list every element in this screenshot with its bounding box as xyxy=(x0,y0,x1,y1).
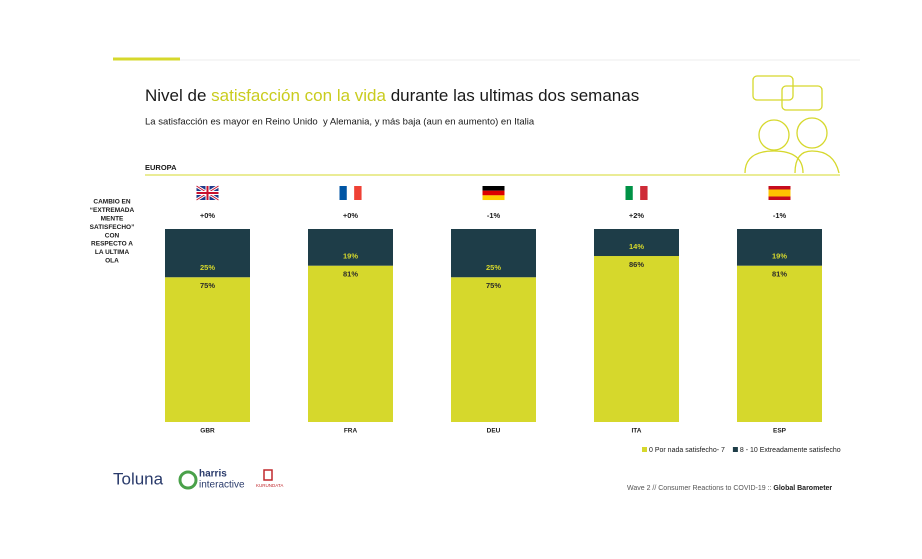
flag xyxy=(625,186,648,200)
bar-segment xyxy=(451,277,536,422)
legend-label: 8 - 10 Extreadamente satisfecho xyxy=(740,447,841,454)
change-label: CON xyxy=(105,232,120,239)
flag xyxy=(195,184,220,202)
bar-segment xyxy=(308,229,393,266)
title-part: durante las ultimas dos semanas xyxy=(386,86,639,105)
flag xyxy=(482,190,505,196)
value-label: 19% xyxy=(772,252,787,261)
value-label: 75% xyxy=(200,281,215,290)
bar-segment xyxy=(594,256,679,422)
title-part: Nivel de xyxy=(145,86,211,105)
flag xyxy=(339,186,347,200)
change-label: “EXTREMADA xyxy=(90,207,135,214)
value-label: 81% xyxy=(772,270,787,279)
region-label: EUROPA xyxy=(145,163,177,172)
value-label: 25% xyxy=(200,263,215,272)
change-value: -1% xyxy=(487,211,501,220)
bar-segment xyxy=(451,229,536,278)
chart-title: Nivel de satisfacción con la vida durant… xyxy=(145,86,639,105)
change-value: +0% xyxy=(200,211,216,220)
footer-text: Wave 2 // Consumer Reactions to COVID-19… xyxy=(627,485,773,492)
value-label: 14% xyxy=(629,242,644,251)
flag xyxy=(482,186,505,201)
x-tick-label: ESP xyxy=(773,428,787,435)
flag xyxy=(346,186,355,200)
logo: harris xyxy=(199,469,227,480)
flag xyxy=(625,186,633,200)
bar-segment xyxy=(308,265,393,422)
bar-segment xyxy=(594,229,679,257)
change-label: SATISFECHO” xyxy=(90,224,135,231)
title-highlight: satisfacción con la vida xyxy=(211,86,386,105)
flag xyxy=(640,186,648,200)
change-value: +0% xyxy=(343,211,359,220)
footer-bold: Global Barometer xyxy=(773,485,832,492)
change-label: OLA xyxy=(105,258,119,265)
flag xyxy=(339,186,362,200)
logo: interactive xyxy=(199,480,245,491)
flag xyxy=(768,189,791,197)
flag xyxy=(482,186,505,191)
legend-label: 0 Por nada satisfecho- 7 xyxy=(649,447,725,454)
logo: Toluna xyxy=(113,469,164,488)
value-label: 75% xyxy=(486,281,501,290)
change-label: CAMBIO EN xyxy=(93,199,131,206)
legend-swatch xyxy=(732,447,738,452)
legend-swatch xyxy=(642,447,647,452)
flag xyxy=(482,195,505,201)
value-label: 81% xyxy=(343,270,358,279)
flag xyxy=(196,186,219,200)
value-label: 19% xyxy=(343,252,358,261)
logo-icon xyxy=(263,469,273,481)
logo: KURUNDATA xyxy=(256,483,283,488)
value-label: 25% xyxy=(486,263,501,272)
x-tick-label: GBR xyxy=(200,428,215,435)
flag xyxy=(632,186,641,200)
change-label: LA ULTIMA xyxy=(95,249,130,256)
bar-segment xyxy=(737,265,822,422)
value-label: 86% xyxy=(629,260,644,269)
bar-segment xyxy=(165,229,250,278)
subtitle: La satisfacción es mayor en Reino Unido … xyxy=(145,117,535,128)
change-value: -1% xyxy=(773,211,787,220)
x-tick-label: DEU xyxy=(487,428,501,435)
logo-icon xyxy=(178,470,198,490)
bar-segment xyxy=(165,277,250,422)
x-tick-label: ITA xyxy=(632,428,642,435)
change-label: RESPECTO A xyxy=(91,241,133,248)
footer-note: Wave 2 // Consumer Reactions to COVID-19… xyxy=(627,485,832,492)
flag xyxy=(354,186,362,200)
change-value: +2% xyxy=(629,211,645,220)
people-icon xyxy=(744,75,840,174)
flag xyxy=(768,186,791,200)
bar-segment xyxy=(737,229,822,266)
x-tick-label: FRA xyxy=(344,428,358,435)
change-label: MENTE xyxy=(101,216,124,223)
